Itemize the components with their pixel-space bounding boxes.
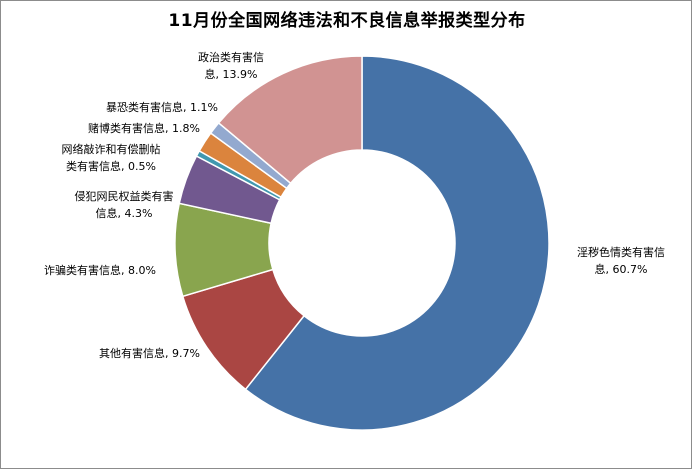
slice-politics (217, 55, 363, 185)
label-extortion: 网络敲诈和有偿删帖 类有害信息, 0.5% (61, 143, 161, 173)
label-fraud: 诈骗类有害信息, 8.0% (44, 264, 156, 277)
label-politics: 政治类有害信 息, 13.9% (198, 51, 264, 81)
label-gambling: 赌博类有害信息, 1.8% (88, 122, 200, 135)
slice-porn (244, 55, 550, 431)
chart-title: 11月份全国网络违法和不良信息举报类型分布 (168, 11, 526, 31)
label-terror: 暴恐类有害信息, 1.1% (106, 101, 218, 114)
label-rights: 侵犯网民权益类有害 信息, 4.3% (74, 190, 174, 220)
label-other: 其他有害信息, 9.7% (99, 347, 200, 360)
label-porn: 淫秽色情类有害信 息, 60.7% (577, 246, 665, 276)
